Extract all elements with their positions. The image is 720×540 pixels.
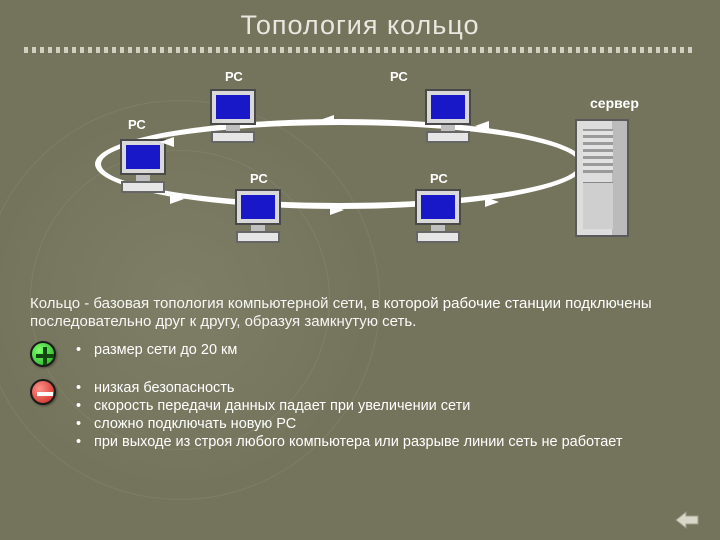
arrow-3 — [170, 194, 184, 204]
arrow-5 — [485, 197, 499, 207]
pc-label-4: РС — [430, 171, 448, 186]
pc-label-1: РС — [390, 69, 408, 84]
cons-list: низкая безопасность скорость передачи да… — [76, 379, 623, 452]
points-section: размер сети до 20 км низкая безопасность… — [0, 331, 720, 452]
arrow-2 — [160, 137, 174, 147]
pc-node-3 — [230, 189, 286, 243]
plus-icon — [30, 341, 56, 367]
pc-label-0: РС — [225, 69, 243, 84]
server-label: сервер — [590, 95, 639, 111]
arrow-0 — [320, 115, 334, 125]
return-icon[interactable] — [672, 506, 704, 530]
list-item: скорость передачи данных падает при увел… — [76, 397, 623, 415]
arrow-1 — [475, 121, 489, 131]
server-node — [575, 119, 629, 237]
list-item: при выходе из строя любого компьютера ил… — [76, 433, 623, 451]
pc-node-1 — [420, 89, 476, 143]
arrow-4 — [330, 205, 344, 215]
list-item: размер сети до 20 км — [76, 341, 237, 359]
pc-label-2: РС — [128, 117, 146, 132]
list-item: низкая безопасность — [76, 379, 623, 397]
pc-node-0 — [205, 89, 261, 143]
cons-row: низкая безопасность скорость передачи да… — [30, 379, 690, 452]
title-divider — [24, 47, 696, 53]
minus-icon — [30, 379, 56, 405]
pros-row: размер сети до 20 км — [30, 341, 690, 367]
pc-label-3: РС — [250, 171, 268, 186]
ring-diagram: РС РС РС РС РС сервер — [20, 59, 700, 289]
page-title: Топология кольцо — [0, 0, 720, 41]
pros-list: размер сети до 20 км — [76, 341, 237, 359]
list-item: сложно подключать новую РС — [76, 415, 623, 433]
pc-node-4 — [410, 189, 466, 243]
description-text: Кольцо - базовая топология компьютерной … — [0, 289, 720, 331]
pc-node-2 — [115, 139, 171, 193]
